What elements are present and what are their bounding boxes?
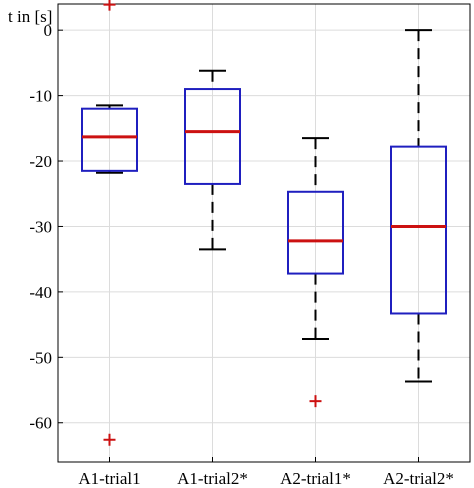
y-tick-label: -10 bbox=[29, 87, 52, 106]
y-tick-label: 0 bbox=[44, 21, 53, 40]
y-tick-label: -60 bbox=[29, 414, 52, 433]
box-iqr bbox=[81, 107, 138, 172]
box-2 bbox=[184, 69, 241, 251]
box-1 bbox=[81, 0, 138, 446]
box-3 bbox=[287, 137, 344, 408]
y-tick-label: -40 bbox=[29, 283, 52, 302]
x-category-label: A2-trial2* bbox=[383, 469, 454, 488]
x-category-label: A1-trial1 bbox=[78, 469, 140, 488]
box-iqr bbox=[287, 190, 344, 275]
outlier-marker bbox=[103, 0, 116, 11]
grid-lines bbox=[58, 4, 470, 462]
y-axis-label: t in [s] bbox=[8, 7, 52, 26]
x-category-label: A2-trial1* bbox=[280, 469, 351, 488]
y-axis-ticks: 0 -10 -20 -30 -40 -50 -60 bbox=[29, 21, 63, 433]
y-tick-label: -20 bbox=[29, 152, 52, 171]
outlier-marker bbox=[309, 395, 322, 408]
x-category-label: A1-trial2* bbox=[177, 469, 248, 488]
box-4 bbox=[390, 29, 447, 383]
box-iqr bbox=[390, 145, 447, 315]
x-axis-categories: A1-trial1 A1-trial2* A2-trial1* A2-trial2* bbox=[78, 457, 454, 488]
outlier-marker bbox=[103, 433, 116, 446]
box-iqr bbox=[184, 88, 241, 185]
boxes bbox=[81, 0, 447, 446]
y-tick-label: -30 bbox=[29, 217, 52, 236]
y-tick-label: -50 bbox=[29, 348, 52, 367]
plot-area-frame bbox=[57, 3, 471, 463]
